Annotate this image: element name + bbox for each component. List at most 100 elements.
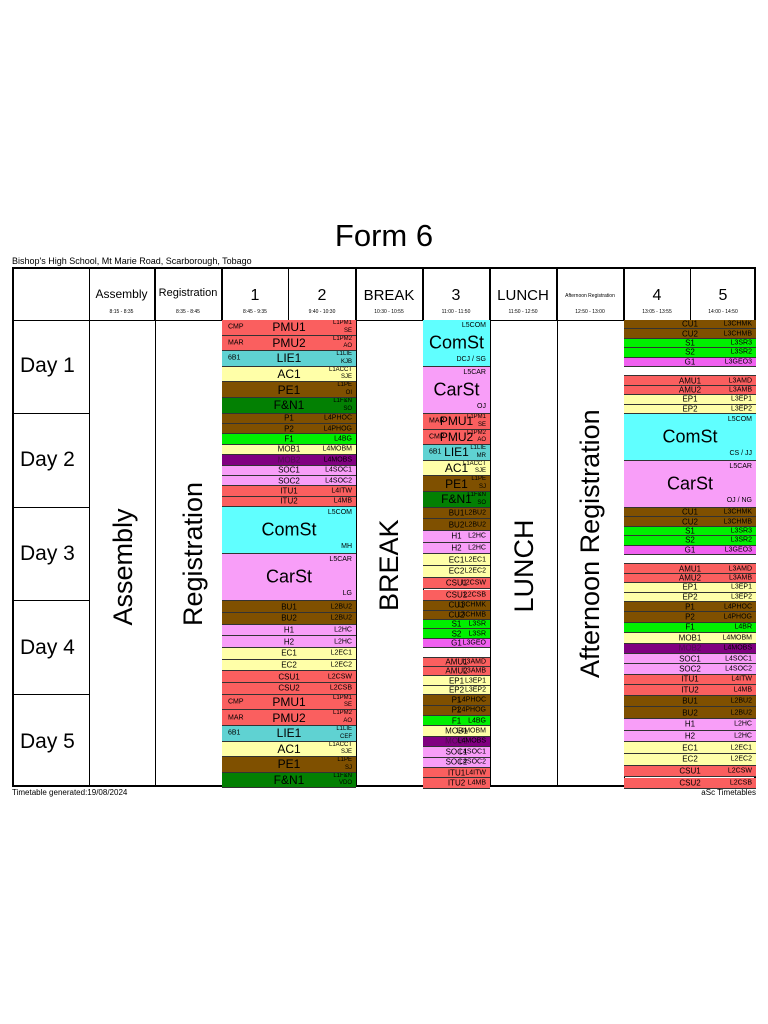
lesson-card[interactable]: AMU1 L3AMD <box>423 657 490 667</box>
lesson-card[interactable]: H2 L2HC <box>423 542 490 555</box>
lesson-card[interactable]: P1 L4PHOC <box>624 602 756 613</box>
lesson-card[interactable]: ITU1 L4ITW <box>222 486 356 497</box>
lesson-card[interactable]: CU2 L3CHMB <box>624 329 756 339</box>
lesson-card[interactable]: CU2 L3CHMB <box>423 610 490 620</box>
lesson-card[interactable]: H1 L2HC <box>624 719 756 731</box>
lesson-card[interactable]: SOC2 L4SOC2 <box>624 664 756 675</box>
lesson-card[interactable] <box>423 648 490 658</box>
lesson-card[interactable]: MOB2 L4MOBS <box>423 736 490 748</box>
lesson-card[interactable]: BU2 L2BU2 <box>624 707 756 719</box>
lesson-card[interactable]: P1 L4PHOC <box>222 413 356 424</box>
lesson-card[interactable]: MOB1 L4MOBM <box>222 444 356 456</box>
lesson-card[interactable]: ITU2 L4MB <box>423 778 490 789</box>
lesson-card[interactable]: S1 L3SR3 <box>624 338 756 349</box>
lesson-card[interactable]: MOB1 L4MOBM <box>624 633 756 644</box>
lesson-card[interactable]: EP2 L3EP2 <box>423 685 490 696</box>
lesson-card[interactable]: S1 L3SR <box>423 620 490 630</box>
lesson-card[interactable]: EC1 L2EC1 <box>222 648 356 660</box>
lesson-card[interactable]: AC1 L1ACCT SJE <box>222 366 356 383</box>
lesson-card[interactable]: H1 L2HC <box>423 531 490 543</box>
lesson-card[interactable]: EP2 L3EP2 <box>624 592 756 602</box>
lesson-card[interactable]: G1 L3GEO3 <box>624 545 756 555</box>
lesson-card[interactable]: PMU2 MAR L1PM2 AO <box>222 710 356 726</box>
lesson-card[interactable]: S2 L3SR2 <box>624 536 756 546</box>
lesson-card[interactable]: AC1 L1ACCT SJE <box>222 741 356 758</box>
lesson-card[interactable]: ITU1 L4ITW <box>423 768 490 779</box>
lesson-card[interactable]: PE1 L1PE OI <box>222 382 356 398</box>
lesson-card[interactable]: BU1 L2BU2 <box>423 507 490 520</box>
lesson-card[interactable]: F&N1 L1F&N SO <box>222 398 356 414</box>
lesson-card[interactable]: CU1 L3CHMK <box>624 508 756 518</box>
lesson-card[interactable]: EC2 L2EC2 <box>222 659 356 672</box>
lesson-card[interactable]: EP1 L3EP1 <box>624 395 756 405</box>
lesson-card[interactable]: CSU1 L2CSW <box>423 577 490 590</box>
lesson-card[interactable]: P2 L4PHOG <box>222 424 356 435</box>
lesson-card[interactable]: SOC1 L4SOC1 <box>222 465 356 476</box>
lesson-card[interactable]: MOB1 L4MOBM <box>423 726 490 737</box>
lesson-card[interactable]: G1 L3GEO <box>423 638 490 649</box>
lesson-card[interactable]: AMU1 L3AMD <box>624 376 756 386</box>
lesson-card[interactable]: H2 L2HC <box>624 730 756 743</box>
lesson-card[interactable]: MOB2 L4MOBS <box>624 643 756 654</box>
lesson-card[interactable] <box>624 367 756 377</box>
lesson-card[interactable]: F&N1 L1F&N SO <box>423 492 490 508</box>
lesson-card[interactable]: AMU2 L3AMB <box>624 385 756 396</box>
lesson-card[interactable]: MOB2 L4MOBS <box>222 455 356 466</box>
lesson-card[interactable]: P1 L4PHOC <box>423 695 490 706</box>
lesson-card[interactable]: PMU2 MAR L1PM2 AO <box>222 335 356 352</box>
lesson-card[interactable]: P2 L4PHOG <box>423 705 490 716</box>
lesson-card[interactable]: LIE1 6B1 L1LIE CEF <box>222 726 356 742</box>
lesson-card[interactable]: CU2 L3CHMB <box>624 517 756 527</box>
lesson-card[interactable]: LIE1 6B1 L1LIE KJB <box>222 351 356 367</box>
lesson-card[interactable]: CSU2 L2CSB <box>222 683 356 695</box>
lesson-card[interactable]: ComSt L5COM MH <box>222 507 356 555</box>
lesson-card[interactable]: EP2 L3EP2 <box>624 404 756 414</box>
lesson-card[interactable]: CarSt L5CAR LG <box>222 554 356 602</box>
lesson-card[interactable]: F1 L4BG <box>222 434 356 445</box>
lesson-card[interactable]: ITU1 L4ITW <box>624 674 756 686</box>
lesson-card[interactable]: PMU2 CMP L1PM2 AO <box>423 429 490 446</box>
lesson-card[interactable]: BU2 L2BU2 <box>222 612 356 625</box>
lesson-card[interactable]: AMU2 L3AMB <box>423 667 490 677</box>
lesson-card[interactable]: EC1 L2EC1 <box>624 742 756 755</box>
lesson-card[interactable]: S2 L3SR2 <box>624 348 756 358</box>
lesson-card[interactable]: EP1 L3EP1 <box>423 676 490 686</box>
lesson-card[interactable]: EC1 L2EC1 <box>423 554 490 567</box>
lesson-card[interactable]: BU1 L2BU2 <box>222 601 356 613</box>
lesson-card[interactable]: F&N1 L1F&N VDO <box>222 772 356 789</box>
lesson-card[interactable]: CU1 L3CHMK <box>423 601 490 611</box>
lesson-card[interactable]: ComSt L5COM DCJ / SG <box>423 320 490 367</box>
lesson-card[interactable]: CSU2 L2CSB <box>423 589 490 602</box>
lesson-card[interactable]: PMU1 CMP L1PM1 SE <box>222 694 356 711</box>
lesson-card[interactable]: H2 L2HC <box>222 636 356 648</box>
lesson-card[interactable]: SOC1 L4SOC1 <box>624 654 756 665</box>
lesson-card[interactable]: BU2 L2BU2 <box>423 519 490 531</box>
lesson-card[interactable]: SOC1 L4SOC1 <box>423 747 490 758</box>
lesson-card[interactable]: PE1 L1PE SJ <box>222 757 356 773</box>
lesson-card[interactable] <box>624 555 756 565</box>
lesson-card[interactable]: AMU2 L3AMB <box>624 573 756 584</box>
lesson-card[interactable]: PE1 L1PE SJ <box>423 476 490 492</box>
lesson-card[interactable]: CSU1 L2CSW <box>624 765 756 778</box>
lesson-card[interactable]: PMU1 MAR L1PM1 SE <box>423 414 490 430</box>
lesson-card[interactable]: EC2 L2EC2 <box>423 566 490 578</box>
lesson-card[interactable]: H1 L2HC <box>222 624 356 637</box>
lesson-card[interactable]: ComSt L5COM CS / JJ <box>624 414 756 461</box>
lesson-card[interactable]: S2 L3SR <box>423 629 490 639</box>
lesson-card[interactable]: AMU1 L3AMD <box>624 564 756 574</box>
lesson-card[interactable]: SOC2 L4SOC2 <box>222 476 356 487</box>
lesson-card[interactable]: BU1 L2BU2 <box>624 695 756 708</box>
lesson-card[interactable]: EP1 L3EP1 <box>624 583 756 593</box>
lesson-card[interactable]: LIE1 6B1 L1LIE MR <box>423 445 490 461</box>
lesson-card[interactable]: G1 L3GEO3 <box>624 357 756 367</box>
lesson-card[interactable]: CU1 L3CHMK <box>624 320 756 330</box>
lesson-card[interactable]: P2 L4PHOG <box>624 612 756 623</box>
lesson-card[interactable]: F1 L4BG <box>423 716 490 727</box>
lesson-card[interactable]: ITU2 L4MB <box>624 685 756 696</box>
lesson-card[interactable]: CSU1 L2CSW <box>222 671 356 684</box>
lesson-card[interactable]: AC1 L1ACCT SJE <box>423 460 490 477</box>
lesson-card[interactable]: CarSt L5CAR OJ <box>423 367 490 414</box>
lesson-card[interactable]: ITU2 L4MB <box>222 496 356 508</box>
lesson-card[interactable]: CSU2 L2CSB <box>624 777 756 790</box>
lesson-card[interactable]: S1 L3SR3 <box>624 526 756 537</box>
